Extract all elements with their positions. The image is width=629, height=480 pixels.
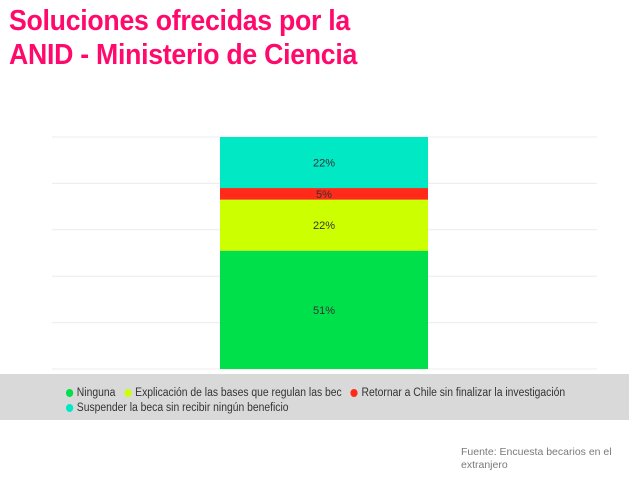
legend-label: Explicación de las bases que regulan las…	[135, 387, 342, 399]
legend-label: Suspender la beca sin recibir ningún ben…	[76, 402, 289, 414]
chart-title-line-2: ANID - Ministerio de Ciencia	[9, 39, 358, 71]
legend-item-explicacion[interactable]: Explicación de las bases que regulan las…	[124, 387, 342, 399]
bar-segment-2[interactable]	[220, 188, 428, 200]
chart-title-line-1: Soluciones ofrecidas por la	[9, 5, 350, 37]
legend-dot-icon	[66, 404, 74, 412]
legend-row-2: Suspender la beca sin recibir ningún ben…	[66, 402, 298, 414]
data-label-3: 22%	[313, 158, 335, 170]
legend-item-ninguna[interactable]: Ninguna	[66, 387, 115, 399]
legend-label: Ninguna	[76, 387, 116, 399]
legend-dot-icon	[350, 389, 358, 397]
bar-segment-0[interactable]	[220, 250, 428, 369]
legend-dot-icon	[124, 389, 132, 397]
data-labels: 51% 22% 5% 22%	[313, 158, 335, 317]
legend-item-suspender[interactable]: Suspender la beca sin recibir ningún ben…	[66, 402, 289, 414]
stacked-bar-chart: 51% 22% 5% 22%	[52, 136, 597, 370]
legend: Ninguna Explicación de las bases que reg…	[0, 374, 629, 420]
bar-segment-3[interactable]	[220, 137, 428, 189]
legend-item-retornar[interactable]: Retornar a Chile sin finalizar la invest…	[350, 387, 566, 399]
data-label-2: 5%	[316, 189, 332, 201]
bar-segments	[220, 137, 428, 369]
chart-title: Soluciones ofrecidas por la ANID - Minis…	[9, 4, 524, 72]
legend-dot-icon	[66, 389, 74, 397]
data-label-1: 22%	[313, 220, 335, 232]
legend-row-1: Ninguna Explicación de las bases que reg…	[66, 387, 574, 399]
bar-segment-1[interactable]	[220, 199, 428, 251]
legend-label: Retornar a Chile sin finalizar la invest…	[361, 387, 566, 399]
source-note: Fuente: Encuesta becarios en el extranje…	[461, 446, 612, 471]
data-label-0: 51%	[313, 305, 335, 317]
